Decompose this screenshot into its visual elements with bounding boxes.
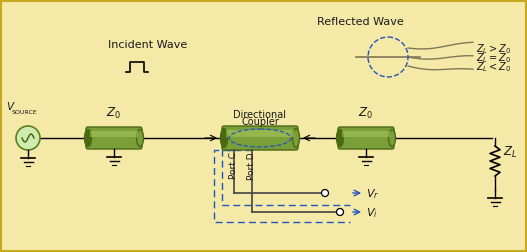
Text: $Z_L = Z_0$: $Z_L = Z_0$ — [476, 51, 512, 65]
Text: $Z_L$: $Z_L$ — [503, 145, 518, 160]
Ellipse shape — [136, 130, 143, 146]
Text: Reflected Wave: Reflected Wave — [317, 17, 403, 27]
Circle shape — [337, 208, 344, 215]
Text: Incident Wave: Incident Wave — [109, 40, 188, 50]
Bar — [90, 131, 138, 137]
Text: $V_r$: $V_r$ — [366, 187, 379, 201]
FancyBboxPatch shape — [222, 126, 298, 150]
Text: SOURCE: SOURCE — [12, 110, 37, 115]
Text: Port D: Port D — [248, 152, 257, 180]
FancyBboxPatch shape — [338, 127, 394, 149]
Text: Directional: Directional — [233, 110, 287, 120]
Ellipse shape — [220, 129, 228, 147]
Bar — [342, 131, 390, 137]
Ellipse shape — [388, 130, 395, 146]
Bar — [226, 130, 294, 137]
Circle shape — [321, 190, 328, 197]
Text: $Z_0$: $Z_0$ — [358, 106, 373, 121]
FancyBboxPatch shape — [86, 127, 142, 149]
Text: $Z_0$: $Z_0$ — [106, 106, 121, 121]
Ellipse shape — [84, 130, 92, 146]
Text: Port C: Port C — [229, 152, 239, 179]
Text: V: V — [6, 102, 13, 112]
Ellipse shape — [337, 130, 344, 146]
Ellipse shape — [292, 129, 299, 147]
Text: $Z_L < Z_0$: $Z_L < Z_0$ — [476, 60, 512, 74]
Circle shape — [16, 126, 40, 150]
Text: Coupler: Coupler — [241, 117, 279, 127]
Text: $V_i$: $V_i$ — [366, 206, 378, 220]
Text: $Z_L > Z_0$: $Z_L > Z_0$ — [476, 42, 512, 56]
